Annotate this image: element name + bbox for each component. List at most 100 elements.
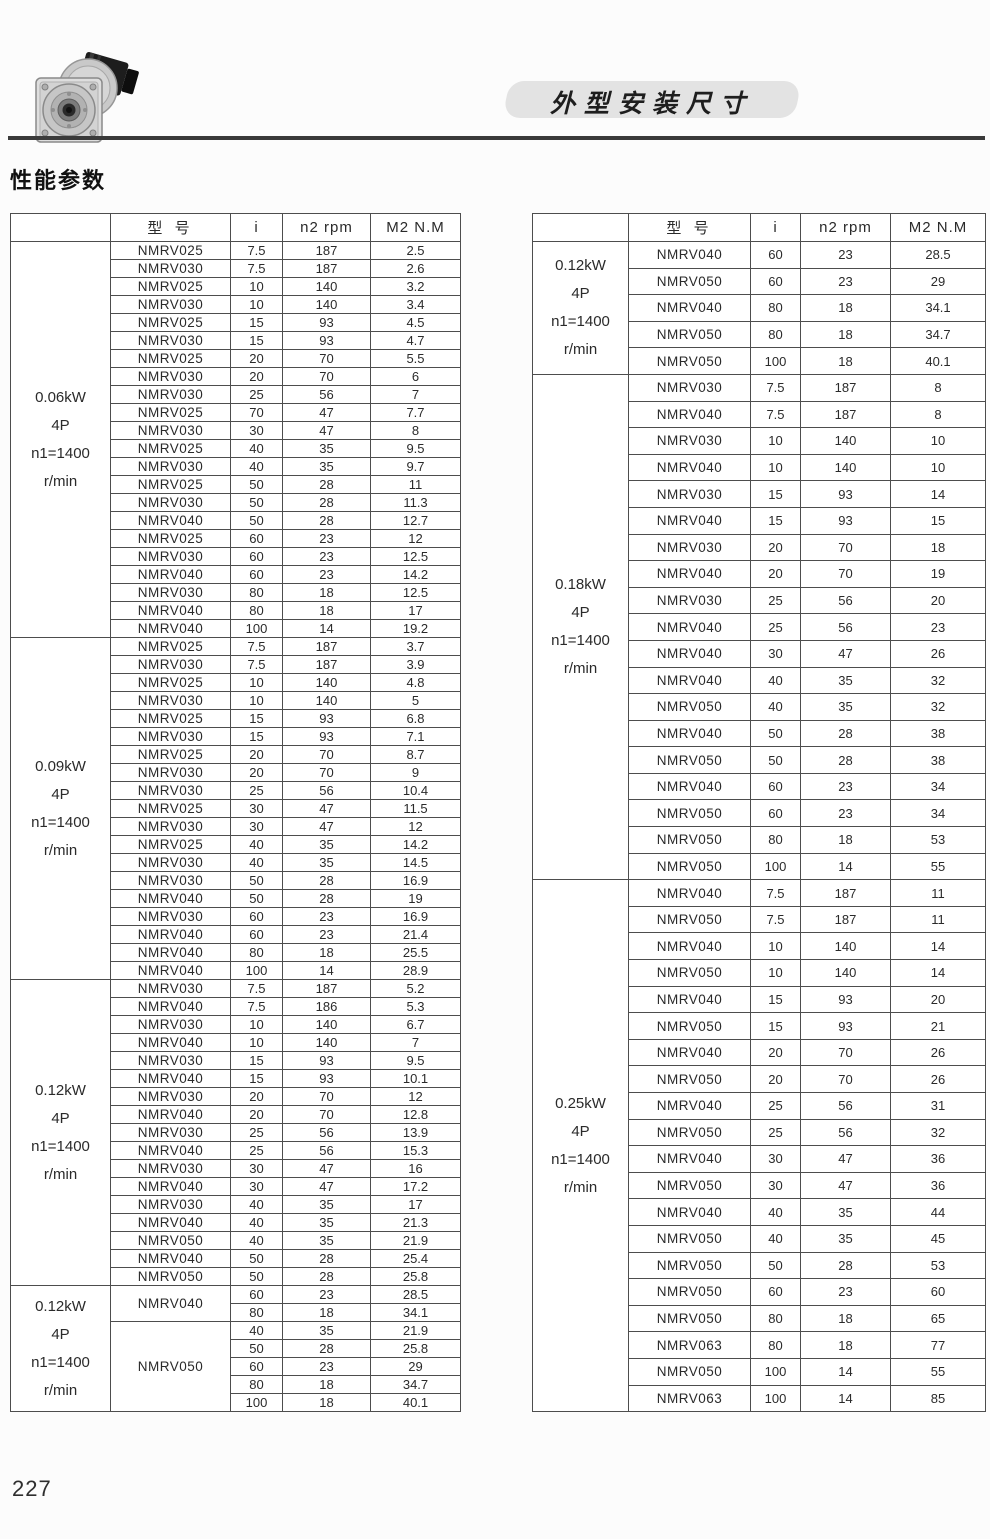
cell-torque: 7 — [370, 385, 461, 404]
cell-model: NMRV040 — [110, 1213, 231, 1232]
cell-torque: 29 — [890, 267, 986, 296]
cell-torque: 23 — [890, 613, 986, 641]
cell-n2: 47 — [282, 403, 371, 422]
cell-torque: 11 — [370, 475, 461, 494]
table-row: NMRV040 7.5 186 5.3 — [11, 997, 461, 1016]
cell-n2: 23 — [282, 547, 371, 566]
cell-torque: 85 — [890, 1384, 986, 1413]
cell-ratio: 80 — [230, 1303, 283, 1322]
cell-ratio: 70 — [230, 403, 283, 422]
cell-n2: 187 — [282, 259, 371, 278]
table-row: NMRV040 25 56 15.3 — [11, 1141, 461, 1160]
cell-torque: 25.4 — [370, 1249, 461, 1268]
cell-ratio: 10 — [230, 277, 283, 296]
cell-model: NMRV040 — [628, 1092, 751, 1120]
cell-ratio: 30 — [230, 817, 283, 836]
cell-n2: 28 — [800, 1251, 891, 1280]
cell-n2: 18 — [282, 583, 371, 602]
cell-model: NMRV040 — [628, 666, 751, 695]
cell-n2: 140 — [800, 959, 891, 987]
cell-torque: 25.8 — [370, 1339, 461, 1358]
cell-model: NMRV030 — [110, 367, 231, 386]
cell-n2: 28 — [282, 493, 371, 512]
cell-torque: 28.5 — [890, 241, 986, 269]
table-row: NMRV040 50 28 25.4 — [11, 1249, 461, 1268]
cell-model: NMRV025 — [110, 529, 231, 548]
col-header-n2: n2 rpm — [282, 213, 371, 242]
cell-model: NMRV030 — [110, 1087, 231, 1106]
cell-model: NMRV040 — [628, 453, 751, 482]
table-row: NMRV040 25 56 31 — [533, 1092, 986, 1120]
cell-ratio: 60 — [230, 565, 283, 584]
cell-n2: 14 — [800, 1384, 891, 1413]
cell-n2: 28 — [282, 889, 371, 908]
cell-model: NMRV050 — [628, 1278, 751, 1306]
cell-n2: 18 — [800, 347, 891, 375]
cell-model: NMRV030 — [110, 259, 231, 278]
cell-ratio: 7.5 — [750, 373, 801, 402]
cell-n2: 70 — [282, 349, 371, 368]
cell-n2: 35 — [282, 1213, 371, 1232]
cell-torque: 53 — [890, 826, 986, 854]
table-row: NMRV050 100 14 55 — [533, 852, 986, 881]
cell-torque: 21.4 — [370, 925, 461, 944]
cell-model: NMRV040 — [110, 1069, 231, 1088]
cell-model: NMRV050 — [628, 959, 751, 987]
cell-model: NMRV063 — [628, 1384, 751, 1413]
cell-torque: 10.4 — [370, 781, 461, 800]
table-row: NMRV030 50 28 16.9 — [11, 871, 461, 890]
cell-model: NMRV040 — [628, 1198, 751, 1226]
cell-torque: 19 — [890, 560, 986, 588]
cell-torque: 3.9 — [370, 655, 461, 674]
cell-torque: 10 — [890, 427, 986, 455]
cell-model: NMRV050 — [628, 1065, 751, 1093]
cell-torque: 26 — [890, 639, 986, 668]
table-row: NMRV030 10 140 5 — [11, 691, 461, 710]
cell-model: NMRV030 — [110, 547, 231, 566]
cell-torque: 21.3 — [370, 1213, 461, 1232]
cell-ratio: 20 — [750, 560, 801, 588]
cell-torque: 40.1 — [370, 1393, 461, 1412]
table-row: NMRV050 7.5 187 11 — [533, 905, 986, 934]
cell-torque: 38 — [890, 719, 986, 748]
cell-ratio: 100 — [750, 347, 801, 375]
cell-ratio: 20 — [230, 1087, 283, 1106]
cell-model: NMRV030 — [628, 586, 751, 615]
cell-ratio: 7.5 — [750, 905, 801, 934]
cell-ratio: 7.5 — [750, 879, 801, 907]
cell-group-label: 0.06kW 4P n1=1400 r/min — [10, 241, 111, 638]
cell-model: NMRV030 — [110, 1123, 231, 1142]
table-row: NMRV050 40 35 32 — [533, 693, 986, 721]
cell-torque: 20 — [890, 586, 986, 615]
cell-n2: 56 — [282, 1141, 371, 1160]
cell-n2: 93 — [282, 1069, 371, 1088]
table-row: NMRV050 15 93 21 — [533, 1012, 986, 1040]
cell-n2: 23 — [282, 529, 371, 548]
table-row: NMRV050 50 28 53 — [533, 1251, 986, 1280]
table-row: NMRV025 10 140 3.2 — [11, 277, 461, 296]
cell-model: NMRV025 — [110, 475, 231, 494]
cell-model: NMRV040 — [110, 601, 231, 620]
cell-torque: 34.1 — [370, 1303, 461, 1322]
cell-group-label: 0.25kW 4P n1=1400 r/min — [532, 879, 629, 1413]
table-row: NMRV030 20 70 9 — [11, 763, 461, 782]
cell-n2: 23 — [282, 925, 371, 944]
cell-n2: 56 — [282, 1123, 371, 1142]
cell-ratio: 50 — [230, 1267, 283, 1286]
cell-torque: 32 — [890, 666, 986, 695]
cell-model: NMRV040 — [628, 985, 751, 1014]
cell-ratio: 30 — [230, 799, 283, 818]
cell-ratio: 40 — [230, 1195, 283, 1214]
cell-ratio: 15 — [230, 1051, 283, 1070]
cell-torque: 34 — [890, 772, 986, 801]
cell-torque: 2.6 — [370, 259, 461, 278]
cell-torque: 8.7 — [370, 745, 461, 764]
cell-n2: 140 — [800, 453, 891, 482]
page-number: 227 — [12, 1476, 52, 1501]
table-row: NMRV030 20 70 12 — [11, 1087, 461, 1106]
cell-ratio: 25 — [230, 1141, 283, 1160]
cell-torque: 32 — [890, 693, 986, 721]
cell-torque: 9.5 — [370, 439, 461, 458]
cell-n2: 47 — [282, 817, 371, 836]
